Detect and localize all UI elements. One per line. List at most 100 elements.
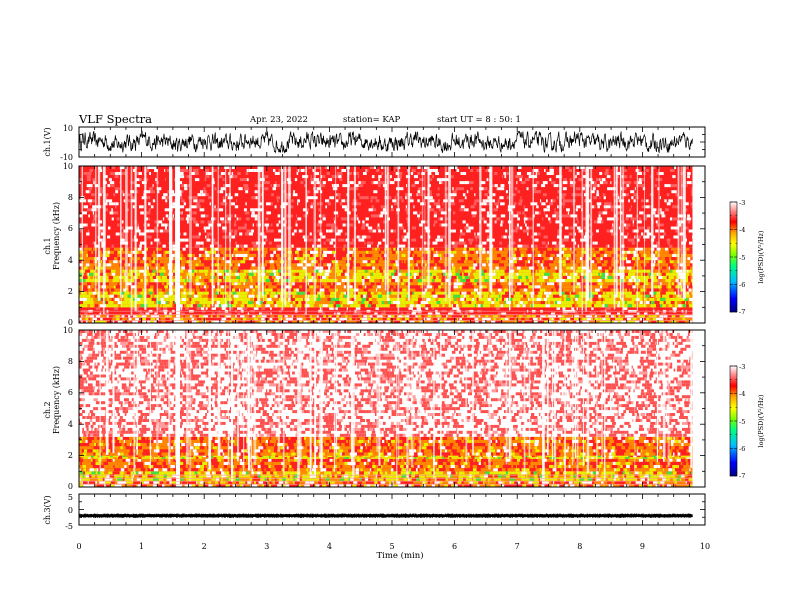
spectrogram-cell [220, 202, 225, 206]
spectrogram-cell [255, 288, 259, 292]
spectrogram-cell [381, 181, 386, 185]
spectrogram-cell [583, 175, 587, 179]
spectrogram-cell [537, 172, 540, 175]
spectrogram-cell [375, 263, 378, 267]
spectrogram-cell [259, 282, 262, 286]
spectrogram-cell [90, 269, 95, 273]
spectrogram-cell [329, 241, 333, 245]
spectrogram-cell [142, 320, 146, 323]
spectrogram-cell [546, 205, 550, 209]
spectrogram-cell [422, 250, 427, 254]
spectrogram-cell [273, 169, 276, 172]
spectrogram-cell [154, 226, 158, 230]
spectrogram-cell [220, 172, 225, 175]
spectrogram-cell [595, 269, 599, 273]
spectrogram-cell [668, 301, 671, 305]
spectrogram-cell [591, 304, 595, 308]
spectrogram-cell [117, 291, 121, 295]
spectrogram-cell [460, 294, 464, 298]
spectrogram-cell [286, 294, 288, 298]
spectrogram-cell [594, 317, 598, 321]
spectrogram-cell [380, 211, 385, 215]
spectrogram-cell [173, 320, 176, 323]
spectrogram-cell [646, 317, 650, 321]
spectrogram-cell [429, 320, 434, 323]
spectrogram-cell [354, 288, 359, 292]
spectrogram-cell [280, 317, 283, 321]
spectrogram-cell [547, 297, 551, 301]
spectrogram-cell [203, 291, 205, 295]
spectrogram-cell [93, 260, 95, 264]
spectrogram-cell [482, 291, 484, 295]
spectrogram-cell [455, 263, 461, 267]
spectrogram-cell [268, 285, 274, 289]
spectrogram-cell [300, 247, 304, 251]
spectrogram-cell [526, 272, 529, 276]
spectrogram-cell [666, 266, 669, 270]
spectrogram-cell [504, 250, 508, 254]
spectrogram-cell [310, 196, 315, 200]
spectrogram-cell [132, 269, 136, 273]
spectrogram-cell [164, 294, 169, 298]
spectrogram-cell [593, 196, 597, 200]
spectrogram-cell [151, 279, 155, 283]
spectrogram-cell [429, 247, 433, 251]
spectrogram-cell [147, 166, 152, 169]
spectrogram-cell [188, 291, 190, 295]
spectrogram-cell [313, 317, 316, 321]
spectrogram-cell [310, 175, 312, 179]
spectrogram-cell [298, 266, 303, 270]
spectrogram-cell [627, 214, 631, 218]
spectrogram-cell [219, 208, 224, 212]
spectrogram-cell [520, 266, 526, 270]
spectrogram-cell [88, 266, 90, 270]
spectrogram-cell [379, 257, 383, 261]
spectrogram-cell [518, 294, 524, 298]
spectrogram-cell [432, 307, 435, 310]
spectrogram-cell [690, 266, 693, 270]
spectrogram-cell [364, 279, 370, 283]
spectrogram-cell [574, 241, 577, 245]
spectrogram-cell [157, 266, 162, 270]
spectrogram-cell [587, 253, 592, 257]
spectrogram-cell [122, 282, 127, 286]
spectrogram-cell [645, 294, 650, 298]
spectrogram-cell [81, 320, 83, 323]
spectrogram-cell [598, 304, 603, 308]
spectrogram-cell [511, 282, 516, 286]
spectrogram-cell [492, 238, 495, 242]
spectrogram-cell [323, 253, 327, 257]
spectrogram-cell [641, 205, 644, 209]
spectrogram-cell [458, 269, 460, 273]
spectrogram-cell [135, 317, 139, 321]
spectrogram-cell [217, 269, 218, 273]
spectrogram-cell [598, 282, 603, 286]
spectrogram-cell [309, 272, 312, 276]
spectrogram-cell [462, 304, 466, 308]
spectrogram-cell [646, 232, 652, 236]
spectrogram-cell [151, 301, 154, 305]
spectrogram-cell [137, 294, 143, 298]
spectrogram-cell [502, 320, 506, 323]
spectrogram-cell [277, 288, 279, 292]
spectrogram-cell [635, 263, 637, 267]
spectrogram-cell [568, 282, 571, 286]
spectrogram-cell [197, 193, 202, 197]
spectrogram-cell [368, 229, 373, 233]
spectrogram-cell [358, 288, 364, 292]
spectrogram-cell [113, 315, 116, 318]
spectrogram-cell [467, 260, 472, 264]
spectrogram-cell [271, 263, 275, 267]
spectrogram-cell [400, 320, 403, 323]
spectrogram-cell [234, 282, 238, 286]
spectrogram-cell [180, 269, 184, 273]
spectrogram-cell [670, 226, 674, 230]
spectrogram-cell [238, 226, 242, 230]
spectrogram-cell [274, 238, 278, 242]
spectrogram-cell [437, 187, 440, 191]
spectrogram-cell [273, 272, 277, 276]
spectrogram-cell [510, 307, 512, 310]
spectrogram-cell [189, 297, 192, 301]
spectrogram-cell [127, 272, 130, 276]
spectrogram-cell [233, 320, 239, 323]
